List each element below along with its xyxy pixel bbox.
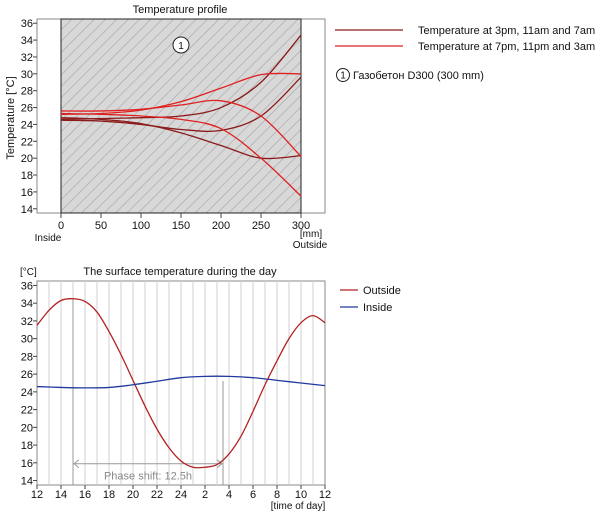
layer-legend-label: Газобетон D300 (300 mm)	[353, 70, 484, 82]
legend-label-outside: Outside	[363, 285, 401, 297]
chart2-legend: Outside Inside	[340, 285, 401, 314]
chart1-title: Temperature profile	[133, 4, 228, 16]
layer-legend-marker-number: 1	[340, 71, 346, 82]
chart2-x-tick-label: 14	[55, 489, 67, 501]
chart1-y-tick-label: 22	[21, 136, 33, 148]
chart2-x-tick-label: 8	[274, 489, 280, 501]
chart1-y-tick-label: 30	[21, 69, 33, 81]
layer-legend-marker-circle	[336, 68, 350, 82]
chart1-x-tick-label: 300	[292, 220, 310, 232]
chart1-x-left-label: Inside	[35, 233, 62, 244]
chart1-y-tick-label: 34	[21, 35, 33, 47]
chart1-y-axis-label: Temperature [°C]	[5, 76, 17, 159]
chart2-y-tick-label: 16	[21, 458, 33, 470]
chart2-y-tick-label: 36	[21, 280, 33, 292]
chart2-x-tick-label: 10	[295, 489, 307, 501]
chart1-y-tick-label: 28	[21, 86, 33, 98]
profile-line-11pm	[60, 99, 302, 157]
chart1-y-tick-label: 36	[21, 18, 33, 30]
chart1-x-unit: [mm]	[300, 229, 322, 240]
chart2-y-tick-label: 24	[21, 387, 33, 399]
chart1-x-tick-label: 250	[252, 220, 270, 232]
chart1-y-tick-label: 26	[21, 103, 33, 115]
chart1-y-tick-label: 20	[21, 153, 33, 165]
chart2-y-tick-label: 32	[21, 316, 33, 328]
temperature-profile-chart: Temperature profile 14 16 18 20 22 24 26 28 30 32…	[5, 4, 328, 251]
chart1-legend: Temperature at 3pm, 11am and 7am Tempera…	[335, 25, 595, 82]
chart2-y-unit: [°C]	[20, 267, 37, 278]
chart1-x-right-label: Outside	[293, 240, 328, 251]
legend-label-7pm-11pm-3am: Temperature at 7pm, 11pm and 3am	[418, 41, 595, 53]
phase-shift-label: Phase shift: 12.5h	[104, 471, 192, 483]
chart2-y-tick-label: 14	[21, 476, 33, 488]
chart2-x-tick-label: 22	[151, 489, 163, 501]
chart1-x-tick-label: 0	[58, 220, 64, 232]
layer-marker-circle	[172, 36, 190, 54]
chart2-title: The surface temperature during the day	[83, 266, 277, 278]
phase-shift-arrowhead-left	[73, 459, 80, 469]
surface-line-inside	[36, 375, 326, 389]
chart2-x-tick-label: 20	[127, 489, 139, 501]
chart2-x-tick-label: 2	[202, 489, 208, 501]
chart2-y-tick-label: 34	[21, 298, 33, 310]
chart1-x-tick-label: 100	[132, 220, 150, 232]
chart2-x-tick-label: 12	[31, 489, 43, 501]
chart1-x-tick-label: 200	[212, 220, 230, 232]
profile-line-3pm	[60, 34, 302, 121]
legend-label-inside: Inside	[363, 302, 392, 314]
chart2-y-tick-label: 22	[21, 405, 33, 417]
chart1-y-tick-label: 16	[21, 187, 33, 199]
chart2-y-tick-label: 18	[21, 440, 33, 452]
layer-marker-number: 1	[178, 41, 184, 52]
legend-label-3pm-11am-7am: Temperature at 3pm, 11am and 7am	[418, 25, 595, 37]
chart1-y-tick-label: 14	[21, 204, 33, 216]
profile-line-3am	[60, 112, 302, 197]
phase-shift-arrowhead-right	[216, 459, 223, 469]
chart1-x-tick-label: 150	[172, 220, 190, 232]
chart1-y-tick-label: 24	[21, 119, 33, 131]
chart2-x-tick-label: 16	[79, 489, 91, 501]
surface-temperature-chart: The surface temperature during the day […	[20, 266, 331, 512]
chart2-y-tick-label: 30	[21, 334, 33, 346]
chart1-y-tick-label: 18	[21, 170, 33, 182]
chart1-x-tick-label: 50	[95, 220, 107, 232]
chart2-x-tick-label: 6	[250, 489, 256, 501]
chart1-y-tick-label: 32	[21, 52, 33, 64]
chart2-x-tick-label: 18	[103, 489, 115, 501]
chart2-x-axis-label: [time of day]	[271, 501, 326, 512]
surface-line-outside	[36, 298, 326, 469]
profile-line-7pm	[60, 72, 302, 115]
chart2-y-tick-label: 20	[21, 422, 33, 434]
chart2-y-tick-label: 26	[21, 369, 33, 381]
chart2-x-tick-label: 12	[319, 489, 331, 501]
chart2-y-tick-label: 28	[21, 351, 33, 363]
chart2-x-tick-label: 24	[175, 489, 187, 501]
chart2-x-tick-label: 4	[226, 489, 232, 501]
